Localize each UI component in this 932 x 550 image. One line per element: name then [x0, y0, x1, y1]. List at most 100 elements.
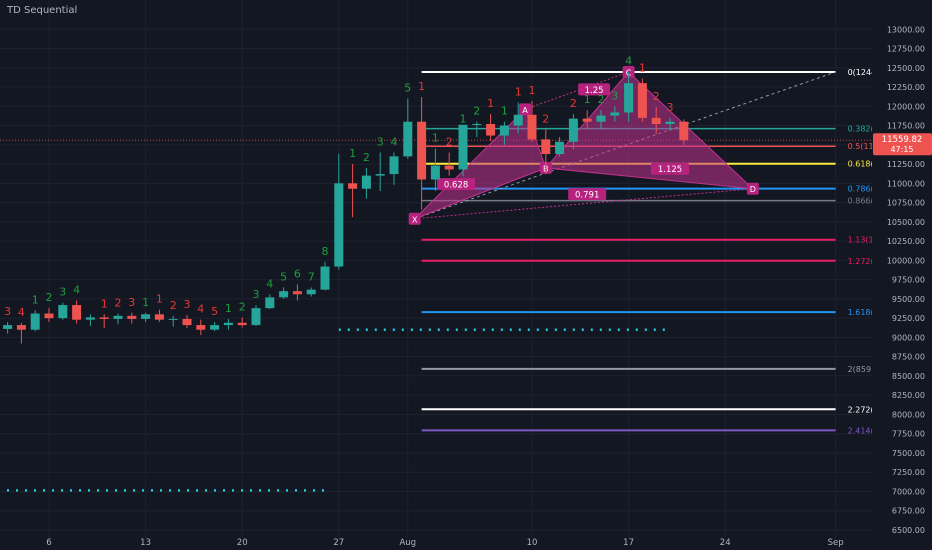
candle-body	[444, 165, 454, 170]
td-count-label: 1	[225, 302, 232, 315]
candle-body	[348, 183, 358, 189]
price-tick-label: 10000.00	[887, 256, 925, 265]
candle-body	[624, 83, 634, 113]
time-tick-label: 6	[46, 538, 51, 548]
td-count-label: 3	[667, 101, 674, 114]
candle-body	[320, 266, 330, 290]
td-count-label: 1	[515, 85, 522, 98]
pattern-ratio-label: 0.628	[444, 181, 468, 191]
price-tick-label: 7500.00	[892, 449, 925, 458]
price-tick-label: 8750.00	[892, 353, 925, 362]
time-tick-label: 27	[333, 538, 344, 548]
price-tick-label: 9500.00	[892, 295, 925, 304]
td-count-label: 3	[184, 298, 191, 311]
pattern-xd-line	[414, 188, 753, 220]
td-count-label: 1	[418, 80, 425, 93]
candle-body	[3, 325, 13, 329]
td-count-label: 6	[294, 267, 301, 280]
candle-body	[182, 318, 192, 326]
candle-body	[527, 114, 537, 140]
candle-body	[251, 308, 261, 326]
td-counts: 2341234123112345123456781234511212111122…	[4, 55, 674, 319]
candle-body	[375, 174, 385, 176]
td-count-label: 2	[239, 300, 246, 313]
candle-body	[472, 124, 482, 126]
time-tick-label: Sep	[828, 538, 844, 548]
candle-body	[334, 183, 344, 267]
pattern-ratio-box	[578, 83, 611, 96]
pattern-ratio-box	[568, 188, 607, 201]
price-tick-label: 12250.00	[887, 83, 925, 92]
candle-body	[127, 315, 137, 319]
td-count-label: 2	[473, 105, 480, 118]
pattern-ratio-box	[651, 162, 689, 175]
candle-body	[30, 313, 40, 330]
price-tick-label: 7750.00	[892, 430, 925, 439]
dotted-levels	[0, 139, 872, 492]
td-count-label: 3	[4, 305, 11, 318]
td-count-label: 1	[487, 97, 494, 110]
price-tick-label: 10500.00	[887, 218, 925, 227]
td-count-label: 1	[460, 112, 467, 125]
candle-body	[306, 289, 316, 295]
candle-body	[610, 112, 620, 116]
candle-body	[582, 118, 592, 122]
candle-body	[389, 156, 399, 175]
td-count-label: 7	[308, 270, 315, 283]
td-count-label: 3	[59, 286, 66, 299]
td-count-label: 1	[432, 132, 439, 145]
candle-body	[279, 291, 289, 298]
price-badge-countdown: 47:15	[890, 145, 913, 154]
candle-body	[72, 305, 82, 320]
candle-body	[403, 121, 413, 157]
td-count-label: 5	[211, 305, 218, 318]
pattern-point-label: A	[522, 106, 528, 115]
candle-body	[168, 318, 178, 320]
price-tick-label: 11750.00	[887, 122, 925, 131]
td-count-label: 1	[32, 293, 39, 306]
pattern-ratio-label: 1.25	[585, 86, 604, 96]
td-count-label: 4	[391, 136, 398, 149]
candle-body	[417, 121, 427, 180]
candle-body	[58, 305, 68, 319]
price-tick-label: 11250.00	[887, 160, 925, 169]
price-tick-label: 13000.00	[887, 25, 925, 34]
td-count-label: 3	[377, 136, 384, 149]
pattern-point-label: D	[750, 185, 756, 194]
pattern-xb-line	[414, 167, 546, 220]
td-count-label: 1	[501, 105, 508, 118]
candle-body	[499, 125, 509, 136]
candle-body	[541, 139, 551, 155]
candle-body	[430, 165, 440, 180]
price-axis[interactable]: 13000.00 12750.00 12500.00 12250.00 12000.00…	[872, 0, 932, 550]
candle-body	[16, 325, 26, 330]
candle-body	[596, 115, 606, 122]
td-count-label: 5	[280, 270, 287, 283]
td-count-label: 5	[404, 82, 411, 95]
price-tick-label: 6750.00	[892, 507, 925, 516]
price-tick-label: 10750.00	[887, 199, 925, 208]
time-tick-label: 17	[623, 538, 634, 548]
price-tick-label: 12750.00	[887, 45, 925, 54]
price-tick-label: 8500.00	[892, 372, 925, 381]
candle-body	[196, 325, 206, 330]
candle-body	[679, 121, 689, 141]
price-badge-value: 11559.82	[882, 135, 923, 145]
td-count-label: 4	[197, 303, 204, 316]
td-count-label: 3	[253, 288, 260, 301]
candle-body	[210, 325, 220, 330]
td-count-label: 4	[266, 277, 273, 290]
price-tick-label: 12000.00	[887, 102, 925, 111]
candle-body	[513, 114, 523, 126]
td-count-label: 2	[446, 136, 453, 149]
time-tick-label: 10	[527, 538, 538, 548]
td-count-label: 2	[598, 93, 605, 106]
time-tick-label: 20	[237, 538, 248, 548]
price-tick-label: 8250.00	[892, 391, 925, 400]
candles	[3, 71, 689, 344]
time-axis[interactable]: 6 13 20 27 Aug 10 17 24 Sep	[46, 538, 843, 548]
